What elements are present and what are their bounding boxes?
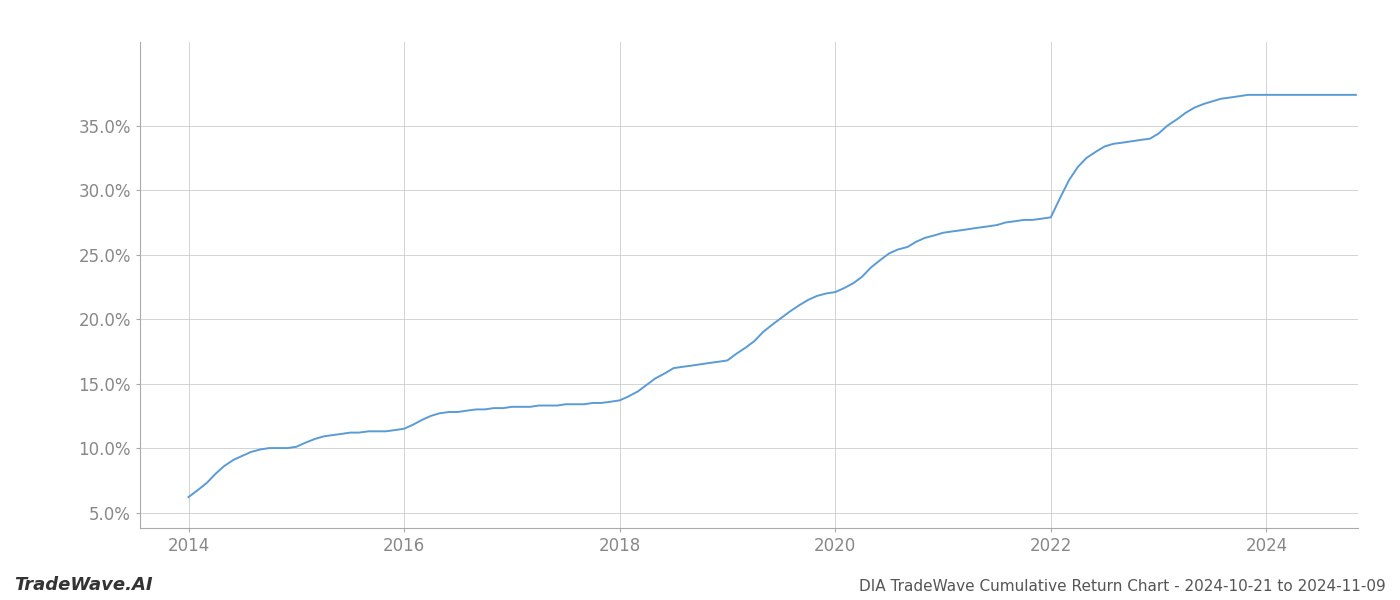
Text: DIA TradeWave Cumulative Return Chart - 2024-10-21 to 2024-11-09: DIA TradeWave Cumulative Return Chart - … <box>860 579 1386 594</box>
Text: TradeWave.AI: TradeWave.AI <box>14 576 153 594</box>
